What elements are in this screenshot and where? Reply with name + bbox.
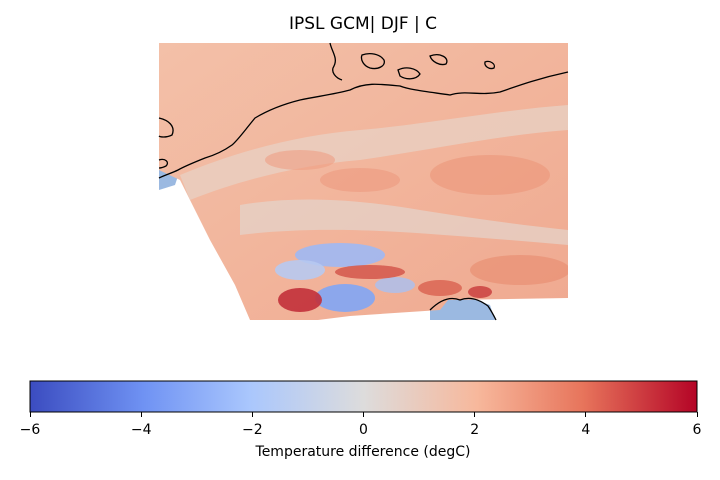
colorbar-tick	[140, 412, 142, 417]
colorbar-tick	[363, 412, 364, 417]
colorbar-tick-label: 4	[581, 422, 591, 438]
colorbar-tick-label: −2	[242, 422, 263, 438]
coastline	[158, 42, 569, 321]
colorbar-tick	[585, 412, 587, 417]
colorbar-label: Temperature difference (degC)	[255, 444, 471, 460]
colorbar-gradient	[29, 380, 698, 413]
map-title: IPSL GCM| DJF | C	[288, 14, 438, 34]
colorbar-tick-label: −6	[19, 422, 41, 438]
colorbar-tick-label: −4	[130, 422, 152, 438]
colorbar-tick	[251, 412, 253, 417]
colorbar-tick	[29, 412, 31, 417]
colorbar-tick	[696, 412, 698, 417]
colorbar-tick-label: 2	[470, 422, 480, 438]
colorbar-tick-label: 0	[359, 422, 368, 438]
colorbar-tick	[474, 412, 476, 417]
colorbar-tick-label: 6	[692, 422, 702, 438]
